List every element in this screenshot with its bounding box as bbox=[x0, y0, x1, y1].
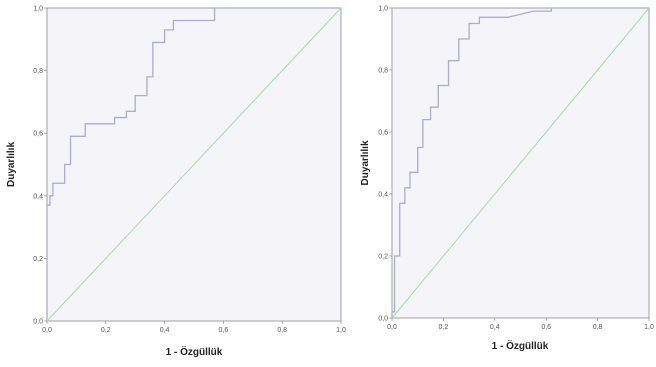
y-tick-label: 0,2 bbox=[33, 256, 43, 263]
x-tick-label: 0,6 bbox=[219, 327, 229, 334]
y-tick-label: 0,4 bbox=[378, 192, 388, 199]
y-axis-label: Duyarlılık bbox=[360, 140, 371, 185]
x-tick-label: 1,0 bbox=[336, 327, 346, 334]
roc-chart-right: 0,0 0,2 0,4 0,6 0,8 1,0 0,0 0,2 0,4 0,6 0,8 1,0 1 - … bbox=[360, 6, 654, 353]
y-tick-label: 1,0 bbox=[33, 6, 43, 13]
y-tick-label: 0,6 bbox=[33, 131, 43, 138]
y-tick-label: 0,8 bbox=[378, 68, 388, 75]
x-tick-label: 0,4 bbox=[490, 324, 500, 331]
x-tick-label: 0,0 bbox=[42, 327, 52, 334]
y-tick-label: 1,0 bbox=[378, 6, 388, 13]
roc-curve-line bbox=[391, 7, 649, 318]
y-tick-label: 0,6 bbox=[378, 130, 388, 137]
x-tick-label: 0,8 bbox=[593, 324, 603, 331]
x-tick-label: 0,2 bbox=[439, 324, 449, 331]
x-axis-label: 1 - Özgüllük bbox=[166, 345, 223, 358]
x-axis-label: 1 - Özgüllük bbox=[492, 339, 549, 352]
y-tick-label: 0,4 bbox=[33, 193, 43, 200]
y-tick-label: 0,0 bbox=[378, 316, 388, 323]
roc-chart-left: 0,0 0,2 0,4 0,6 0,8 1,0 0,0 0,2 0,4 0,6 0,8 1,0 1 - … bbox=[6, 6, 346, 359]
y-tick-label: 0,0 bbox=[33, 319, 43, 326]
x-tick-label: 0,4 bbox=[160, 327, 170, 334]
x-tick-label: 0,2 bbox=[101, 327, 111, 334]
y-tick-label: 0,2 bbox=[378, 254, 388, 261]
x-tick-label: 0,8 bbox=[277, 327, 287, 334]
x-tick-label: 1,0 bbox=[644, 324, 654, 331]
x-tick-label: 0,6 bbox=[541, 324, 551, 331]
reference-diagonal-line bbox=[391, 7, 650, 319]
y-tick-label: 0,8 bbox=[33, 68, 43, 75]
reference-diagonal-line bbox=[46, 7, 342, 322]
x-tick-label: 0,0 bbox=[387, 324, 397, 331]
y-axis-label: Duyarlılık bbox=[6, 142, 17, 187]
roc-curve-line bbox=[46, 7, 341, 321]
